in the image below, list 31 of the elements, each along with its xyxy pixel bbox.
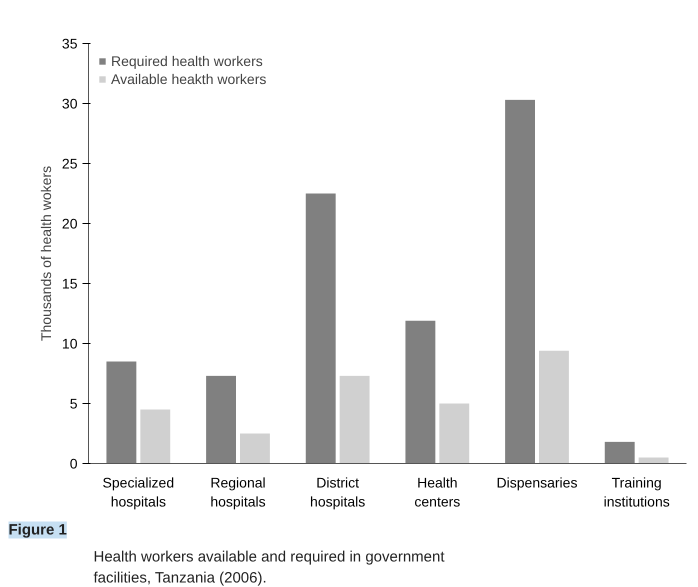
x-tick-label: Training institutions bbox=[604, 474, 670, 510]
y-tick-label: 0 bbox=[70, 456, 78, 472]
x-tick-label: District hospitals bbox=[310, 474, 366, 510]
bar bbox=[439, 404, 470, 464]
y-tick-label: 35 bbox=[62, 36, 78, 52]
bar bbox=[538, 350, 569, 464]
bar bbox=[306, 194, 336, 464]
bar bbox=[405, 320, 436, 464]
y-tick-label: 20 bbox=[62, 216, 78, 232]
y-tick-label: 25 bbox=[62, 156, 78, 172]
legend-label: Required health workers bbox=[111, 53, 263, 69]
legend-label: Available heakth workers bbox=[111, 71, 266, 87]
bar bbox=[340, 376, 370, 464]
y-axis-title: Thousands of health wokers bbox=[38, 166, 54, 342]
bar bbox=[140, 410, 170, 464]
bar bbox=[106, 362, 136, 464]
bar bbox=[604, 442, 635, 464]
x-tick-label: Specialized hospitals bbox=[102, 474, 174, 510]
x-tick-label: Dispensaries bbox=[496, 474, 578, 490]
bar bbox=[505, 100, 536, 464]
y-tick-label: 30 bbox=[62, 96, 78, 112]
y-tick-label: 5 bbox=[70, 396, 78, 412]
y-tick-label: 10 bbox=[62, 336, 78, 352]
bar bbox=[240, 434, 270, 464]
caption: Figure 1 bbox=[8, 522, 67, 538]
y-tick-label: 15 bbox=[62, 276, 78, 292]
bar bbox=[206, 376, 236, 464]
bar bbox=[638, 458, 669, 464]
text: Health workers available and required in government facilities, Tanzania (2006). bbox=[94, 548, 446, 586]
x-tick-label: Regional hospitals bbox=[210, 474, 266, 510]
x-tick-label: Health centers bbox=[414, 474, 460, 510]
